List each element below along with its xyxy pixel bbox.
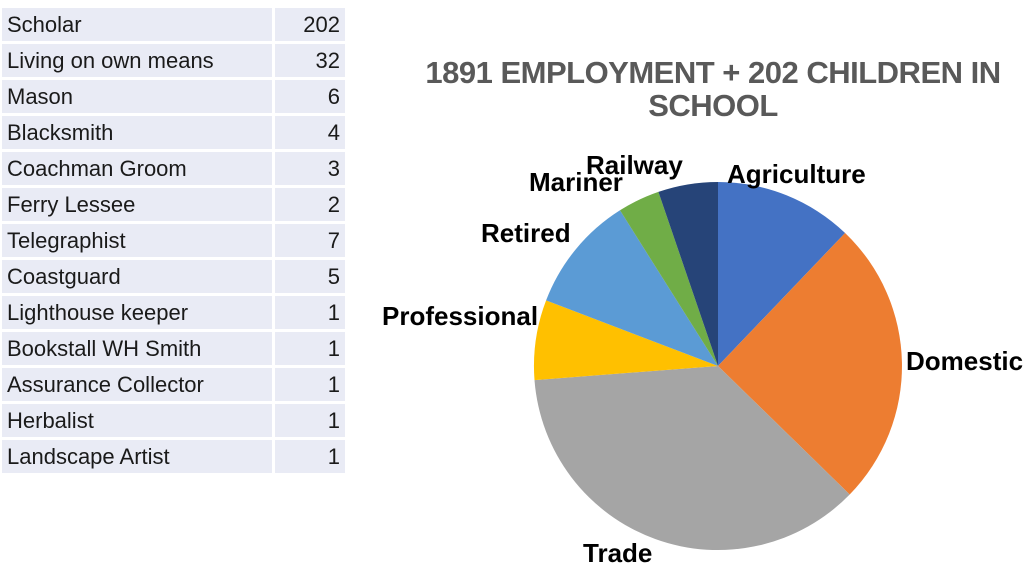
table-cell-label: Herbalist (2, 404, 272, 437)
table-cell-label: Telegraphist (2, 224, 272, 257)
pie-slice-agriculture (718, 182, 846, 366)
table-cell-value: 202 (275, 8, 345, 41)
pie-label-retired: Retired (481, 218, 571, 248)
pie-label-agriculture: Agriculture (727, 159, 866, 189)
table-cell-value: 1 (275, 440, 345, 473)
pie-slices (533, 182, 902, 551)
pie-slice-mariner (620, 191, 718, 366)
pie-label-trade: Trade (583, 538, 653, 568)
table-cell-label: Lighthouse keeper (2, 296, 272, 329)
table-cell-value: 6 (275, 80, 345, 113)
table-cell-value: 4 (275, 116, 345, 149)
table-cell-label: Assurance Collector (2, 368, 272, 401)
pie-slice-railway (658, 182, 718, 366)
pie-label-mariner: Mariner (529, 167, 623, 197)
occupation-table: Scholar 202 Living on own means 32 Mason 6 Bla… (2, 8, 345, 473)
table-cell-label: Scholar (2, 8, 272, 41)
pie-label-domestic: Domestic (906, 346, 1023, 376)
table-cell-label: Living on own means (2, 44, 272, 77)
chart-title-line1: 1891 EMPLOYMENT + 202 CHILDREN IN (425, 55, 1001, 90)
table-cell-value: 32 (275, 44, 345, 77)
table-cell-label: Mason (2, 80, 272, 113)
table-cell-label: Ferry Lessee (2, 188, 272, 221)
table-cell-value: 1 (275, 296, 345, 329)
table-cell-value: 2 (275, 188, 345, 221)
pie-slice-retired (546, 210, 718, 366)
pie-label-professional: Professional (382, 301, 539, 331)
table-cell-value: 3 (275, 152, 345, 185)
table-cell-value: 7 (275, 224, 345, 257)
table-cell-value: 1 (275, 332, 345, 365)
pie-slice-professional (533, 300, 718, 381)
chart-title: 1891 EMPLOYMENT + 202 CHILDREN IN SCHOOL (413, 56, 1013, 122)
pie-slice-trade (534, 366, 850, 551)
table-cell-label: Coachman Groom (2, 152, 272, 185)
table-cell-label: Blacksmith (2, 116, 272, 149)
pie-label-railway: Railway (586, 150, 683, 180)
table-cell-label: Bookstall WH Smith (2, 332, 272, 365)
chart-title-line2: SCHOOL (648, 88, 778, 123)
pie-slice-domestic (718, 233, 902, 495)
table-cell-label: Coastguard (2, 260, 272, 293)
table-cell-value: 1 (275, 404, 345, 437)
table-cell-value: 1 (275, 368, 345, 401)
table-cell-value: 5 (275, 260, 345, 293)
table-cell-label: Landscape Artist (2, 440, 272, 473)
